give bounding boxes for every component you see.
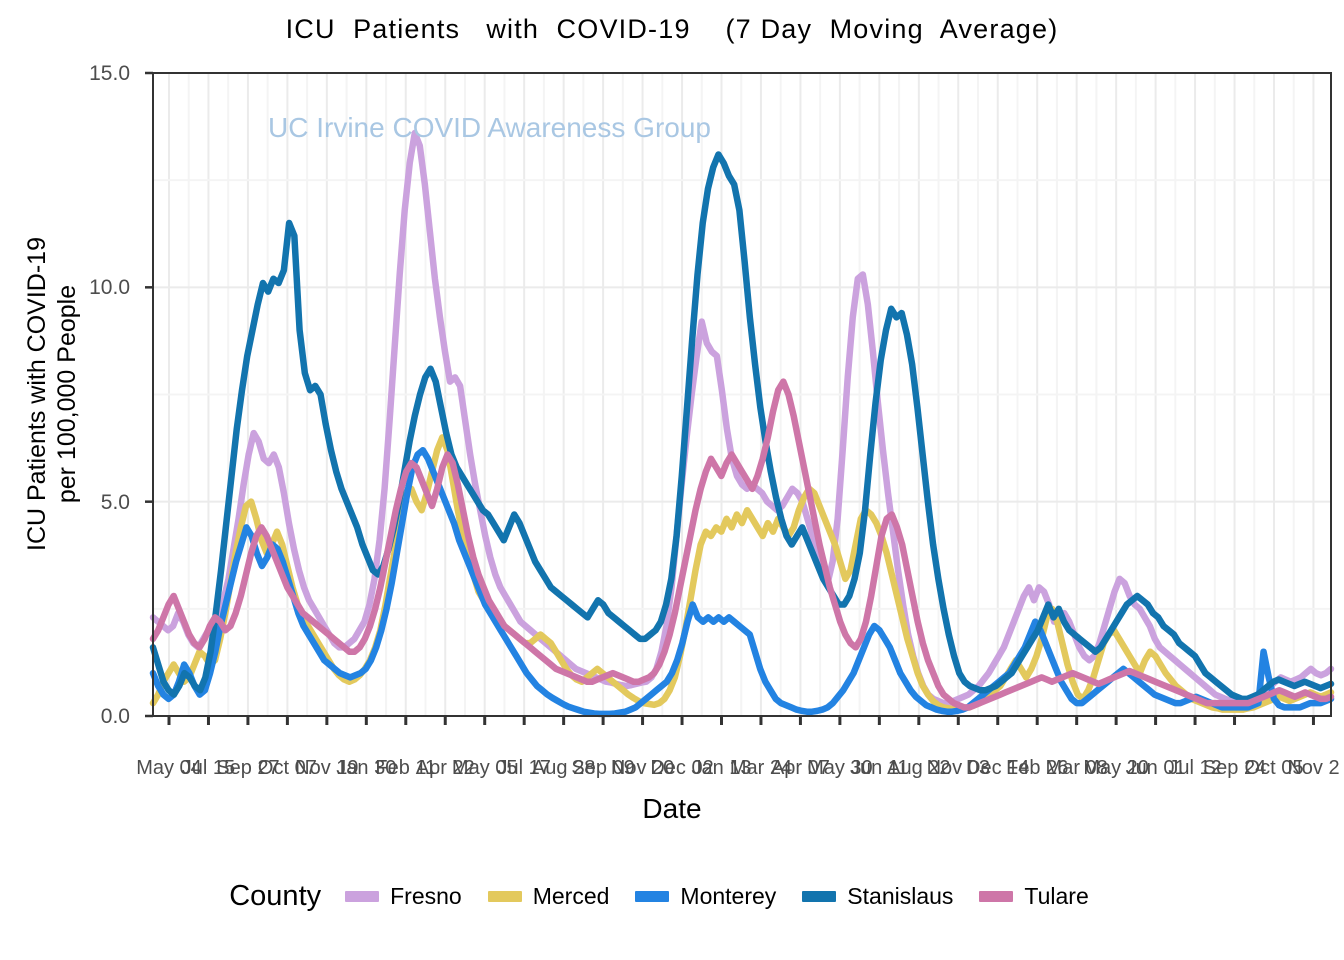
- legend-color-swatch: [635, 891, 670, 902]
- legend-color-swatch: [802, 891, 837, 902]
- x-tick-label: Mar 08: [1045, 757, 1108, 779]
- x-tick-label: Sep 09: [571, 757, 635, 779]
- x-tick-label: Jun 11: [850, 757, 909, 779]
- x-axis-title: Date: [642, 793, 702, 824]
- y-tick-label: 15.0: [89, 62, 130, 85]
- x-tick-label: Nov 2: [1287, 757, 1340, 779]
- legend-label: Monterey: [680, 883, 777, 909]
- series-line-tulare: [149, 378, 1335, 711]
- x-tick-label: Jun 01: [1125, 757, 1186, 779]
- axis-layer: [145, 71, 1332, 725]
- x-tick-label: Mar 24: [729, 757, 793, 779]
- legend-item-stanislaus[interactable]: Stanislaus: [802, 883, 953, 910]
- legend-items: Fresno Merced Monterey Stanislaus Tulare: [345, 883, 1115, 910]
- x-tick-label: Aug 28: [531, 757, 596, 779]
- x-tick-label: Apr 22: [415, 757, 475, 779]
- series-line-stanislaus: [149, 151, 1335, 703]
- x-tick-label: Nov 19: [295, 757, 359, 779]
- series-line-merced: [149, 434, 1335, 713]
- x-tick-label: Nov 20: [610, 757, 675, 779]
- grid-layer: [153, 72, 1331, 717]
- x-tick-label: May 05: [451, 757, 518, 779]
- legend-item-merced[interactable]: Merced: [487, 883, 610, 910]
- legend-label: Merced: [532, 883, 610, 909]
- x-tick-label: Jan 13: [691, 757, 752, 779]
- y-tick-label: 0.0: [100, 705, 130, 728]
- x-tick-label: Jan 30: [336, 757, 397, 779]
- x-tick-label: May 04: [136, 757, 202, 779]
- x-tick-label: Oct 07: [257, 757, 317, 779]
- page-title: ICU Patients with COVID-19 (7 Day Moving…: [285, 14, 1059, 44]
- x-tick-label: Jul 12: [1168, 757, 1222, 779]
- x-tick-label: Nov 03: [926, 757, 990, 779]
- x-tick-label: Dec 02: [650, 757, 714, 779]
- legend: County Fresno Merced Monterey Stanislaus Tul…: [0, 880, 1344, 913]
- x-tick-label: Sep 27: [216, 757, 280, 779]
- series-line-fresno: [149, 129, 1335, 707]
- legend-label: Tulare: [1024, 883, 1089, 909]
- x-tick-label: Jul 15: [181, 757, 236, 779]
- x-tick-label: Aug 22: [887, 757, 951, 779]
- legend-color-swatch: [345, 891, 380, 902]
- legend-title: County: [229, 880, 322, 912]
- series-layer: [149, 129, 1335, 718]
- series-line-monterey: [149, 446, 1335, 718]
- x-tick-label: Dec 14: [966, 757, 1030, 779]
- y-tick-label: 5.0: [100, 490, 130, 514]
- x-tick-label: Apr 07: [770, 757, 830, 779]
- x-tick-label: Jul 17: [497, 757, 551, 779]
- legend-color-swatch: [979, 891, 1014, 902]
- legend-item-fresno[interactable]: Fresno: [345, 883, 462, 910]
- x-tick-label: May 20: [1083, 757, 1149, 779]
- legend-item-monterey[interactable]: Monterey: [635, 883, 776, 910]
- legend-color-swatch: [487, 891, 522, 902]
- x-tick-label: Feb 11: [375, 757, 437, 779]
- x-tick-label: Oct 05: [1244, 757, 1304, 779]
- x-tick-label: May 30: [807, 757, 873, 779]
- legend-label: Stanislaus: [847, 883, 954, 909]
- y-tick-label: 10.0: [89, 276, 130, 300]
- legend-label: Fresno: [390, 883, 462, 909]
- x-tick-label: Feb 26: [1006, 757, 1069, 779]
- x-tick-label: Sep 24: [1202, 757, 1267, 779]
- legend-item-tulare[interactable]: Tulare: [979, 883, 1089, 910]
